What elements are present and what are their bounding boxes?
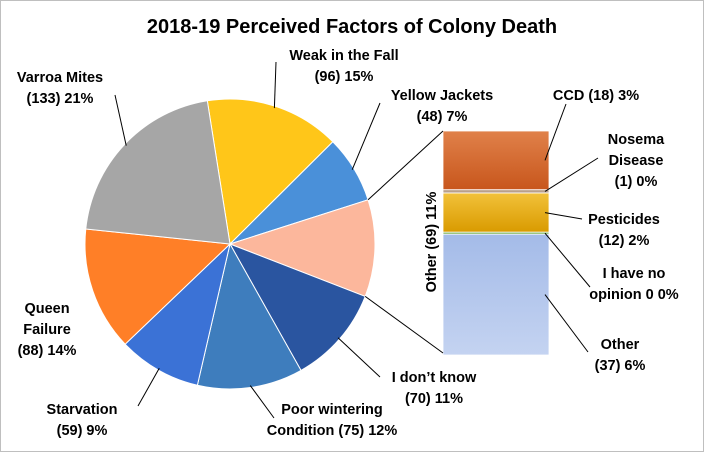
leader-i-don-t-know: [337, 337, 381, 378]
label-yellow-jackets-line: (48) 7%: [417, 109, 468, 125]
leader-bar-other: [544, 294, 589, 353]
bar-segment-pesticides: [442, 192, 550, 233]
leader-bar-ccd: [544, 103, 567, 161]
label-varroa-mites-line: (133) 21%: [27, 91, 94, 107]
label-starvation-line: Starvation: [47, 402, 118, 418]
chart-title: 2018-19 Perceived Factors of Colony Deat…: [147, 16, 557, 38]
bar-segment-nosema-disease: [442, 189, 550, 194]
label-starvation: Starvation (59) 9%: [47, 402, 118, 439]
bar-label-nosema-disease-line: (1) 0%: [615, 174, 658, 190]
label-i-don-t-know: I don’t know (70) 11%: [392, 370, 477, 407]
label-yellow-jackets: Yellow Jackets (48) 7%: [391, 88, 493, 125]
label-varroa-mites-line: Varroa Mites: [17, 70, 103, 86]
leader-yellow-jackets: [351, 102, 381, 170]
label-varroa-mites: Varroa Mites (133) 21%: [17, 70, 103, 107]
bar-label-pesticides-line: (12) 2%: [599, 233, 650, 249]
label-yellow-jackets-line: Yellow Jackets: [391, 88, 493, 104]
label-weak-in-the-fall: Weak in the Fall (96) 15%: [289, 48, 398, 85]
bar-label-ccd-line: CCD (18) 3%: [553, 88, 639, 104]
leader-varroa-mites: [114, 94, 127, 146]
label-poor-wintering-condition: Poor wintering Condition (75) 12%: [267, 402, 398, 439]
bar-label-i-have-no-opinion-line: opinion 0 0%: [589, 287, 679, 303]
connector-line-bottom: [364, 296, 444, 354]
bar-label-nosema-disease: Nosema Disease (1) 0%: [608, 132, 665, 190]
leader-poor-wintering-condition: [249, 385, 275, 419]
connector-line-top: [367, 130, 444, 201]
leader-starvation: [137, 368, 160, 407]
bar-label-ccd: CCD (18) 3%: [553, 88, 639, 104]
label-weak-in-the-fall-line: (96) 15%: [315, 69, 374, 85]
bar-label-i-have-no-opinion: I have no opinion 0 0%: [589, 266, 679, 303]
pie-slice-queen-failure: [84, 228, 232, 345]
bar-label-other: Other (37) 6%: [595, 337, 646, 374]
label-poor-wintering-condition-line: Poor wintering: [281, 402, 383, 418]
leader-bar-pesticides: [544, 212, 583, 220]
label-queen-failure: Queen Failure (88) 14%: [18, 301, 77, 359]
label-other: Other (69) 11%: [424, 192, 440, 293]
leader-weak-in-the-fall: [273, 61, 277, 109]
bar-segment-ccd: [442, 130, 550, 191]
bar-label-other-line: Other: [601, 337, 640, 353]
bar-label-pesticides: Pesticides (12) 2%: [588, 212, 660, 249]
pie-slice-poor-wintering-condition: [196, 242, 302, 390]
label-leader-lines: [114, 61, 599, 419]
label-queen-failure-line: (88) 14%: [18, 343, 77, 359]
pie-slice-varroa-mites: [85, 100, 231, 245]
pie-slice-weak-in-the-fall: [206, 98, 334, 246]
leader-bar-i-have-no-opinion: [544, 232, 591, 288]
label-weak-in-the-fall-line: Weak in the Fall: [289, 48, 398, 64]
label-i-don-t-know-line: I don’t know: [392, 370, 477, 386]
label-queen-failure-line: Failure: [23, 322, 71, 338]
bar-label-nosema-disease-line: Nosema: [608, 132, 665, 148]
label-other-line: Other (69) 11%: [424, 192, 440, 293]
pie-slice-other: [228, 199, 376, 298]
label-queen-failure-line: Queen: [24, 301, 69, 317]
label-i-don-t-know-line: (70) 11%: [405, 391, 463, 407]
bar-segments: [442, 130, 550, 356]
pie-slices: [84, 98, 376, 390]
bar-segment-other: [442, 233, 550, 356]
bar-label-pesticides-line: Pesticides: [588, 212, 660, 228]
bar-label-nosema-disease-line: Disease: [609, 153, 664, 169]
data-labels: Weak in the Fall (96) 15% Yellow Jackets (4…: [17, 48, 679, 439]
leader-bar-nosema-disease: [544, 157, 599, 192]
label-poor-wintering-condition-line: Condition (75) 12%: [267, 423, 398, 439]
bar-label-i-have-no-opinion-line: I have no: [603, 266, 666, 282]
label-starvation-line: (59) 9%: [57, 423, 108, 439]
bar-label-other-line: (37) 6%: [595, 358, 646, 374]
pie-to-bar-connectors: [364, 130, 444, 354]
